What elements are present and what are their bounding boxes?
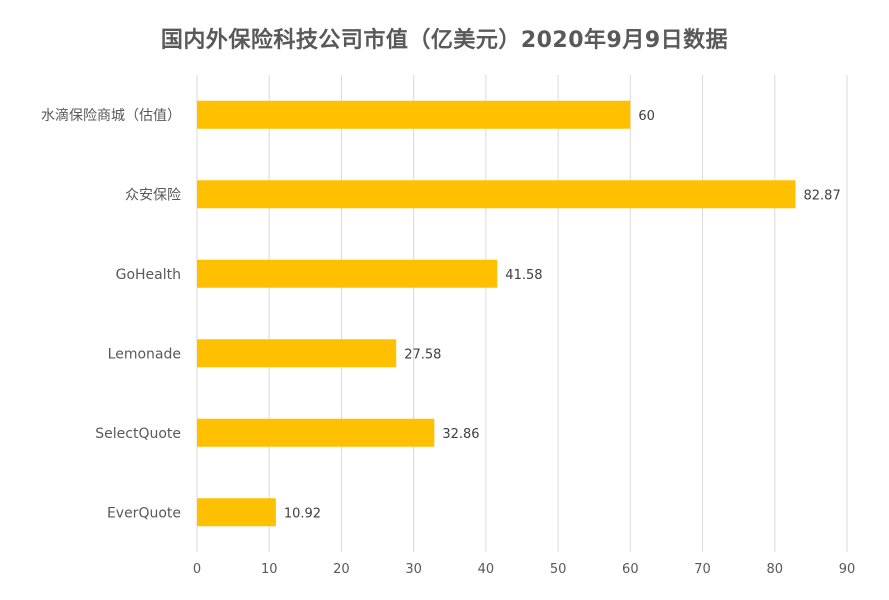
category-label: SelectQuote: [95, 426, 181, 442]
category-label: 众安保险: [125, 187, 181, 203]
x-tick-label: 60: [622, 562, 639, 577]
data-label: 32.86: [442, 427, 479, 442]
data-label: 41.58: [505, 268, 542, 283]
x-tick-label: 80: [767, 562, 784, 577]
category-label: 水滴保险商城（估值）: [41, 107, 181, 124]
x-tick-label: 20: [333, 562, 350, 577]
x-tick-label: 30: [405, 562, 422, 577]
bar: [197, 180, 796, 209]
x-tick-label: 10: [261, 562, 278, 577]
category-label: GoHealth: [116, 267, 181, 283]
bar: [197, 339, 397, 368]
x-tick-label: 50: [550, 562, 567, 577]
bar: [197, 498, 276, 527]
bar: [197, 418, 435, 447]
x-tick-label: 0: [193, 562, 201, 577]
data-label: 10.92: [284, 506, 321, 521]
category-label: EverQuote: [107, 505, 181, 521]
x-tick-label: 70: [694, 562, 711, 577]
chart-title: 国内外保险科技公司市值（亿美元）2020年9月9日数据: [160, 28, 729, 53]
data-label: 27.58: [404, 347, 441, 362]
x-tick-label: 40: [478, 562, 495, 577]
data-label: 82.87: [804, 188, 841, 203]
bar: [197, 259, 498, 288]
category-label: Lemonade: [108, 346, 181, 362]
bar: [197, 100, 631, 129]
x-tick-label: 90: [839, 562, 856, 577]
data-label: 60: [638, 109, 655, 124]
